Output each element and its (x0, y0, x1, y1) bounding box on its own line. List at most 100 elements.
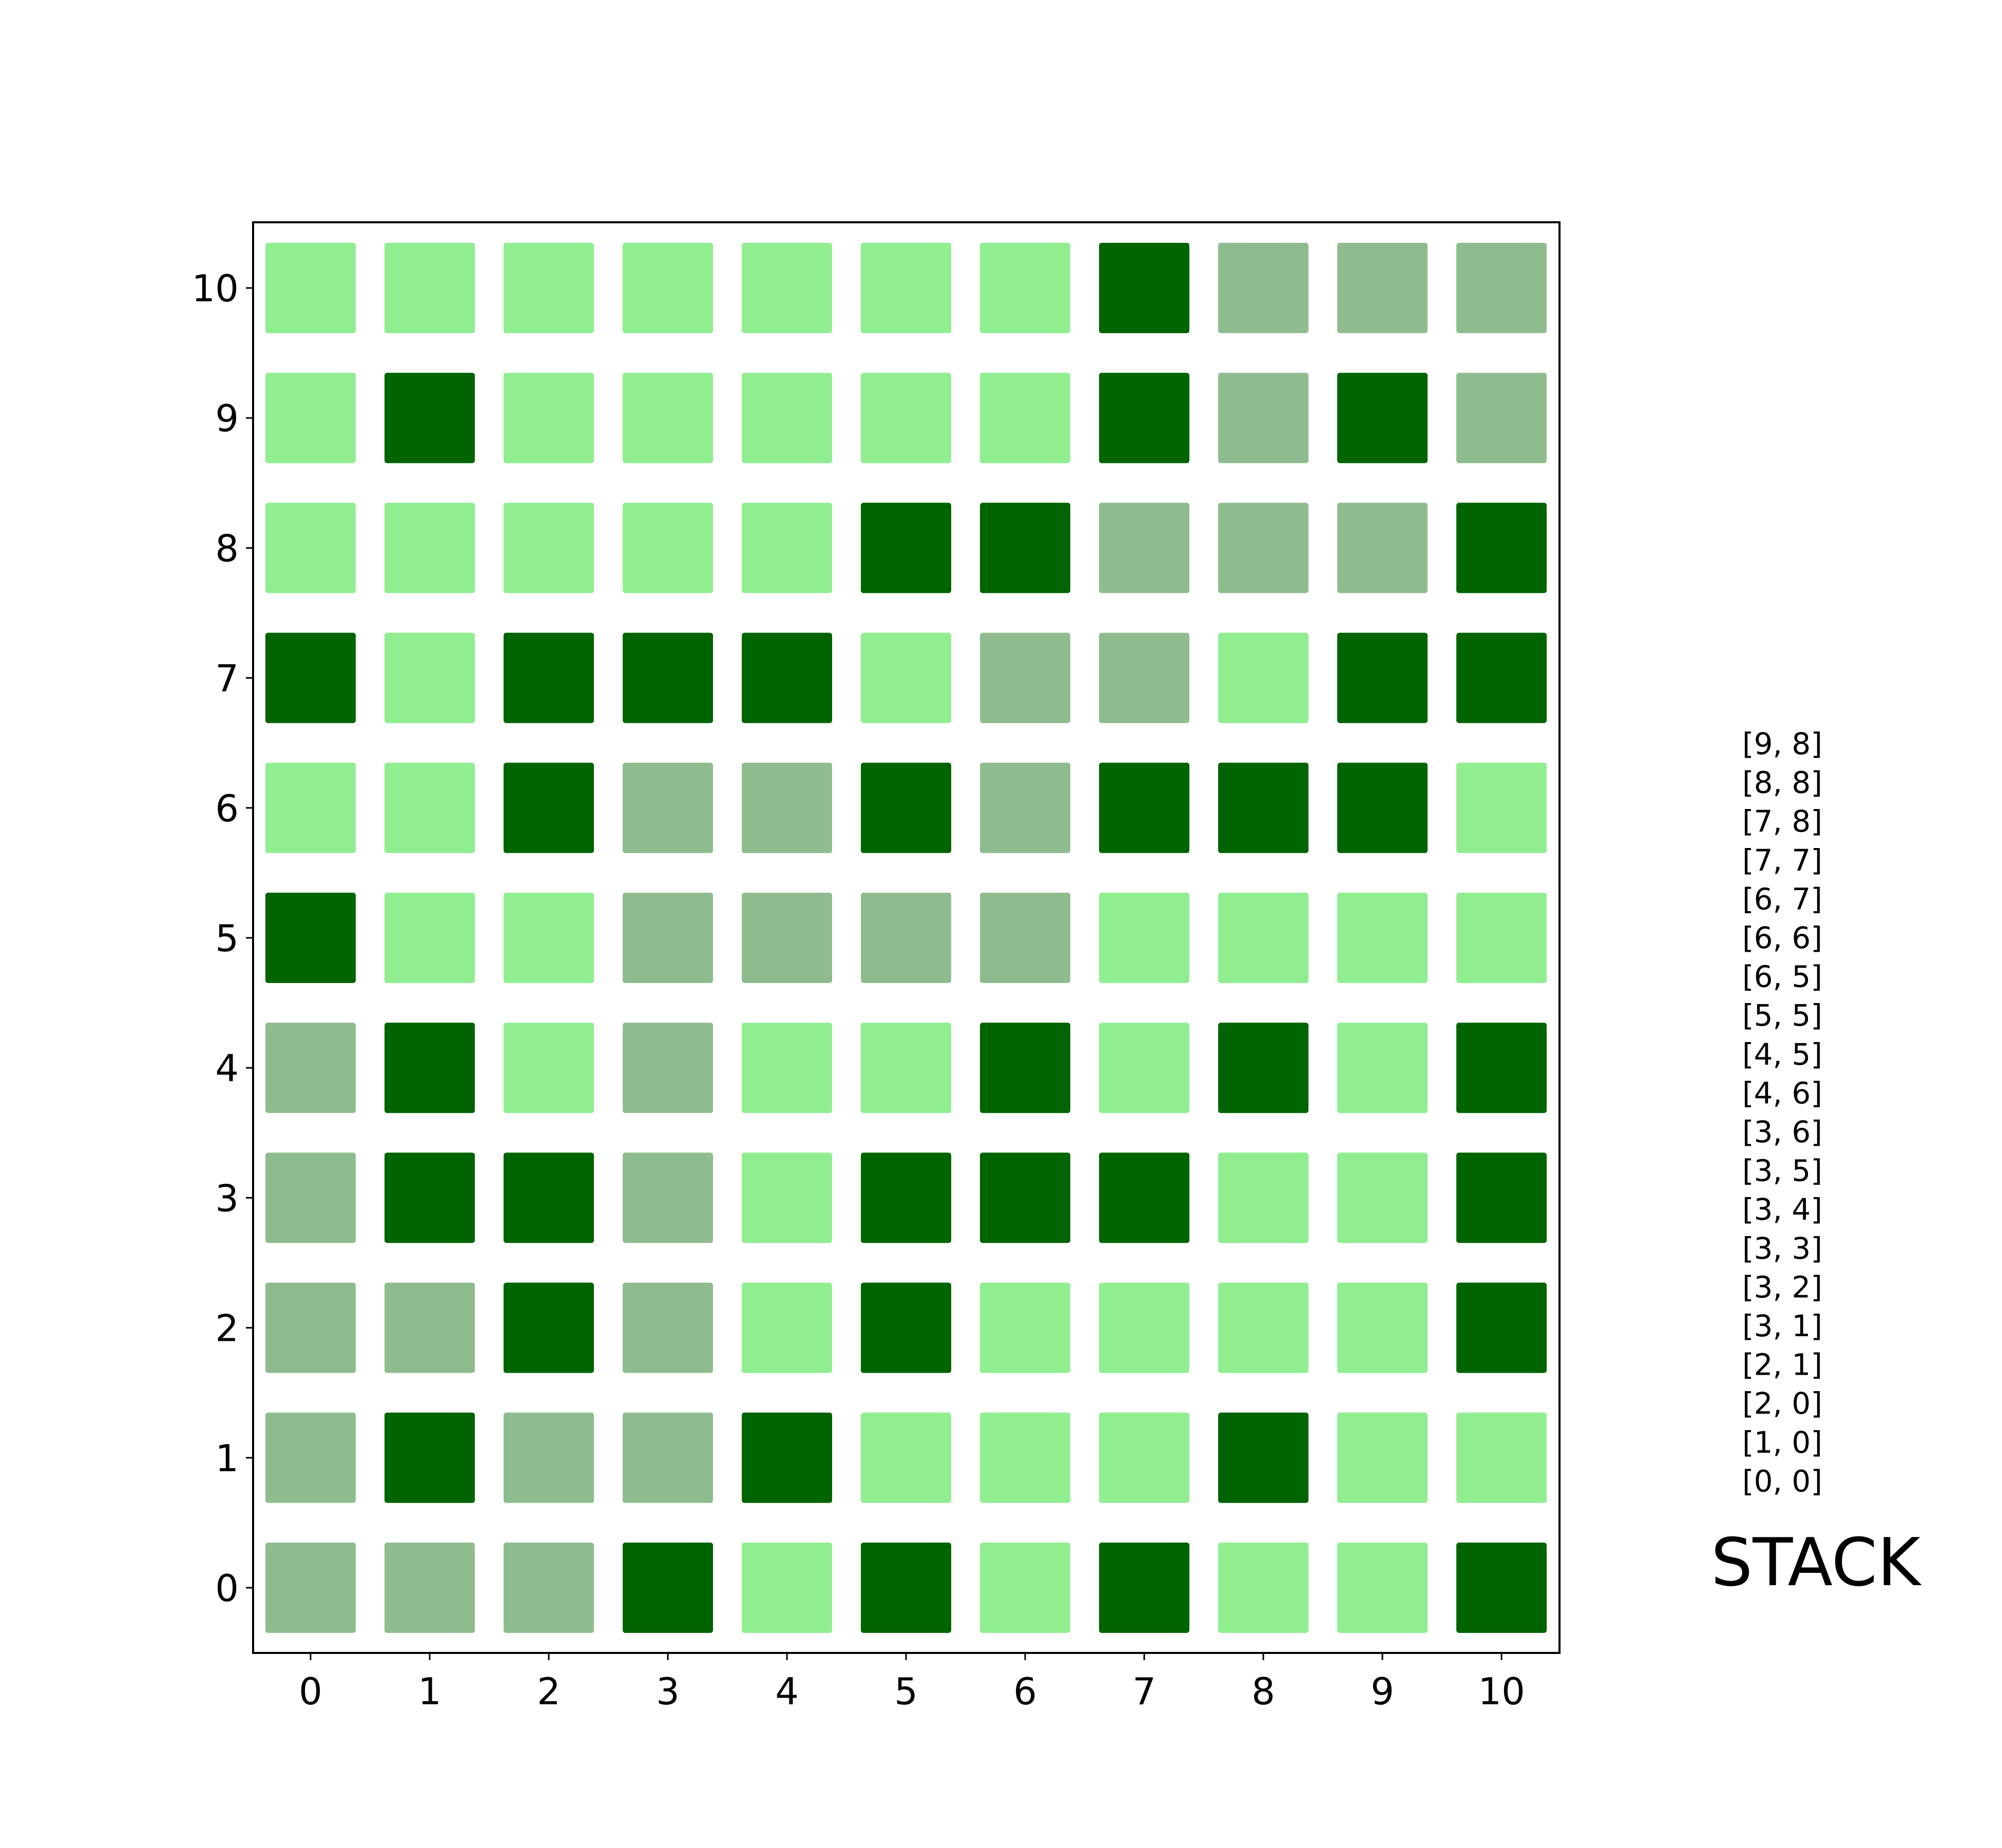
board-cell-2-3[interactable] (504, 1152, 594, 1243)
board-cell-1-0[interactable] (384, 1543, 475, 1633)
board-cell-3-8[interactable] (623, 503, 713, 593)
board-cell-3-2[interactable] (623, 1282, 713, 1373)
board-cell-4-2[interactable] (742, 1282, 832, 1373)
board-cell-1-3[interactable] (384, 1152, 475, 1243)
board-cell-3-1[interactable] (623, 1412, 713, 1503)
board-cell-5-9[interactable] (861, 373, 951, 464)
board-cell-8-2[interactable] (1218, 1282, 1308, 1373)
board-cell-7-9[interactable] (1099, 373, 1189, 464)
board-cell-10-2[interactable] (1456, 1282, 1547, 1373)
board-cell-8-0[interactable] (1218, 1543, 1308, 1633)
board-cell-2-2[interactable] (504, 1282, 594, 1373)
board-cell-9-3[interactable] (1337, 1152, 1428, 1243)
board-cell-8-5[interactable] (1218, 893, 1308, 983)
board-cell-8-8[interactable] (1218, 503, 1308, 593)
board-cell-5-2[interactable] (861, 1282, 951, 1373)
board-cell-6-4[interactable] (980, 1023, 1070, 1113)
board-cell-8-9[interactable] (1218, 373, 1308, 464)
board-cell-2-6[interactable] (504, 762, 594, 853)
board-cell-4-10[interactable] (742, 243, 832, 333)
board-cell-5-1[interactable] (861, 1412, 951, 1503)
board-cell-2-7[interactable] (504, 632, 594, 723)
board-cell-0-1[interactable] (265, 1412, 356, 1503)
board-cell-3-0[interactable] (623, 1543, 713, 1633)
board-cell-2-1[interactable] (504, 1412, 594, 1503)
board-cell-1-7[interactable] (384, 632, 475, 723)
board-cell-9-6[interactable] (1337, 762, 1428, 853)
board-cell-7-10[interactable] (1099, 243, 1189, 333)
board-cell-10-1[interactable] (1456, 1412, 1547, 1503)
board-cell-0-9[interactable] (265, 373, 356, 464)
board-cell-10-3[interactable] (1456, 1152, 1547, 1243)
board-cell-0-3[interactable] (265, 1152, 356, 1243)
board-cell-10-9[interactable] (1456, 373, 1547, 464)
board-cell-4-4[interactable] (742, 1023, 832, 1113)
board-cell-2-0[interactable] (504, 1543, 594, 1633)
board-cell-7-5[interactable] (1099, 893, 1189, 983)
board-cell-7-8[interactable] (1099, 503, 1189, 593)
board-cell-10-6[interactable] (1456, 762, 1547, 853)
board-cell-7-2[interactable] (1099, 1282, 1189, 1373)
board-cell-6-10[interactable] (980, 243, 1070, 333)
board-cell-6-5[interactable] (980, 893, 1070, 983)
board-cell-4-8[interactable] (742, 503, 832, 593)
board-cell-5-4[interactable] (861, 1023, 951, 1113)
board-cell-10-4[interactable] (1456, 1023, 1547, 1113)
board-cell-10-8[interactable] (1456, 503, 1547, 593)
board-cell-6-1[interactable] (980, 1412, 1070, 1503)
board-cell-6-6[interactable] (980, 762, 1070, 853)
board-cell-6-8[interactable] (980, 503, 1070, 593)
board-cell-4-1[interactable] (742, 1412, 832, 1503)
board-cell-4-7[interactable] (742, 632, 832, 723)
board-cell-8-7[interactable] (1218, 632, 1308, 723)
board-cell-9-7[interactable] (1337, 632, 1428, 723)
board-cell-5-3[interactable] (861, 1152, 951, 1243)
board-cell-4-3[interactable] (742, 1152, 832, 1243)
board-cell-0-5[interactable] (265, 893, 356, 983)
board-cell-0-6[interactable] (265, 762, 356, 853)
board-cell-3-5[interactable] (623, 893, 713, 983)
board-cell-4-6[interactable] (742, 762, 832, 853)
board-cell-10-5[interactable] (1456, 893, 1547, 983)
board-cell-2-5[interactable] (504, 893, 594, 983)
board-cell-10-7[interactable] (1456, 632, 1547, 723)
board-cell-10-0[interactable] (1456, 1543, 1547, 1633)
board-cell-0-7[interactable] (265, 632, 356, 723)
board-cell-6-2[interactable] (980, 1282, 1070, 1373)
board-cell-10-10[interactable] (1456, 243, 1547, 333)
board-cell-6-0[interactable] (980, 1543, 1070, 1633)
board-cell-1-8[interactable] (384, 503, 475, 593)
board-cell-8-3[interactable] (1218, 1152, 1308, 1243)
board-cell-6-3[interactable] (980, 1152, 1070, 1243)
board-cell-0-10[interactable] (265, 243, 356, 333)
board-cell-9-2[interactable] (1337, 1282, 1428, 1373)
board-cell-2-10[interactable] (504, 243, 594, 333)
board-cell-8-6[interactable] (1218, 762, 1308, 853)
board-cell-6-7[interactable] (980, 632, 1070, 723)
board-cell-7-1[interactable] (1099, 1412, 1189, 1503)
board-cell-3-4[interactable] (623, 1023, 713, 1113)
board-cell-8-1[interactable] (1218, 1412, 1308, 1503)
board-cell-7-7[interactable] (1099, 632, 1189, 723)
board-cell-1-2[interactable] (384, 1282, 475, 1373)
board-cell-0-0[interactable] (265, 1543, 356, 1633)
board-cell-5-5[interactable] (861, 893, 951, 983)
board-cell-4-0[interactable] (742, 1543, 832, 1633)
board-cell-0-8[interactable] (265, 503, 356, 593)
board-cell-6-9[interactable] (980, 373, 1070, 464)
board-cell-0-2[interactable] (265, 1282, 356, 1373)
board-cell-9-8[interactable] (1337, 503, 1428, 593)
board-cell-4-9[interactable] (742, 373, 832, 464)
board-cell-5-7[interactable] (861, 632, 951, 723)
board-cell-2-4[interactable] (504, 1023, 594, 1113)
board-cell-2-9[interactable] (504, 373, 594, 464)
board-cell-3-6[interactable] (623, 762, 713, 853)
board-cell-9-9[interactable] (1337, 373, 1428, 464)
board-cell-7-0[interactable] (1099, 1543, 1189, 1633)
board-cell-8-10[interactable] (1218, 243, 1308, 333)
board-cell-9-0[interactable] (1337, 1543, 1428, 1633)
board-cell-7-6[interactable] (1099, 762, 1189, 853)
board-cell-9-1[interactable] (1337, 1412, 1428, 1503)
board-cell-1-6[interactable] (384, 762, 475, 853)
board-cell-5-6[interactable] (861, 762, 951, 853)
